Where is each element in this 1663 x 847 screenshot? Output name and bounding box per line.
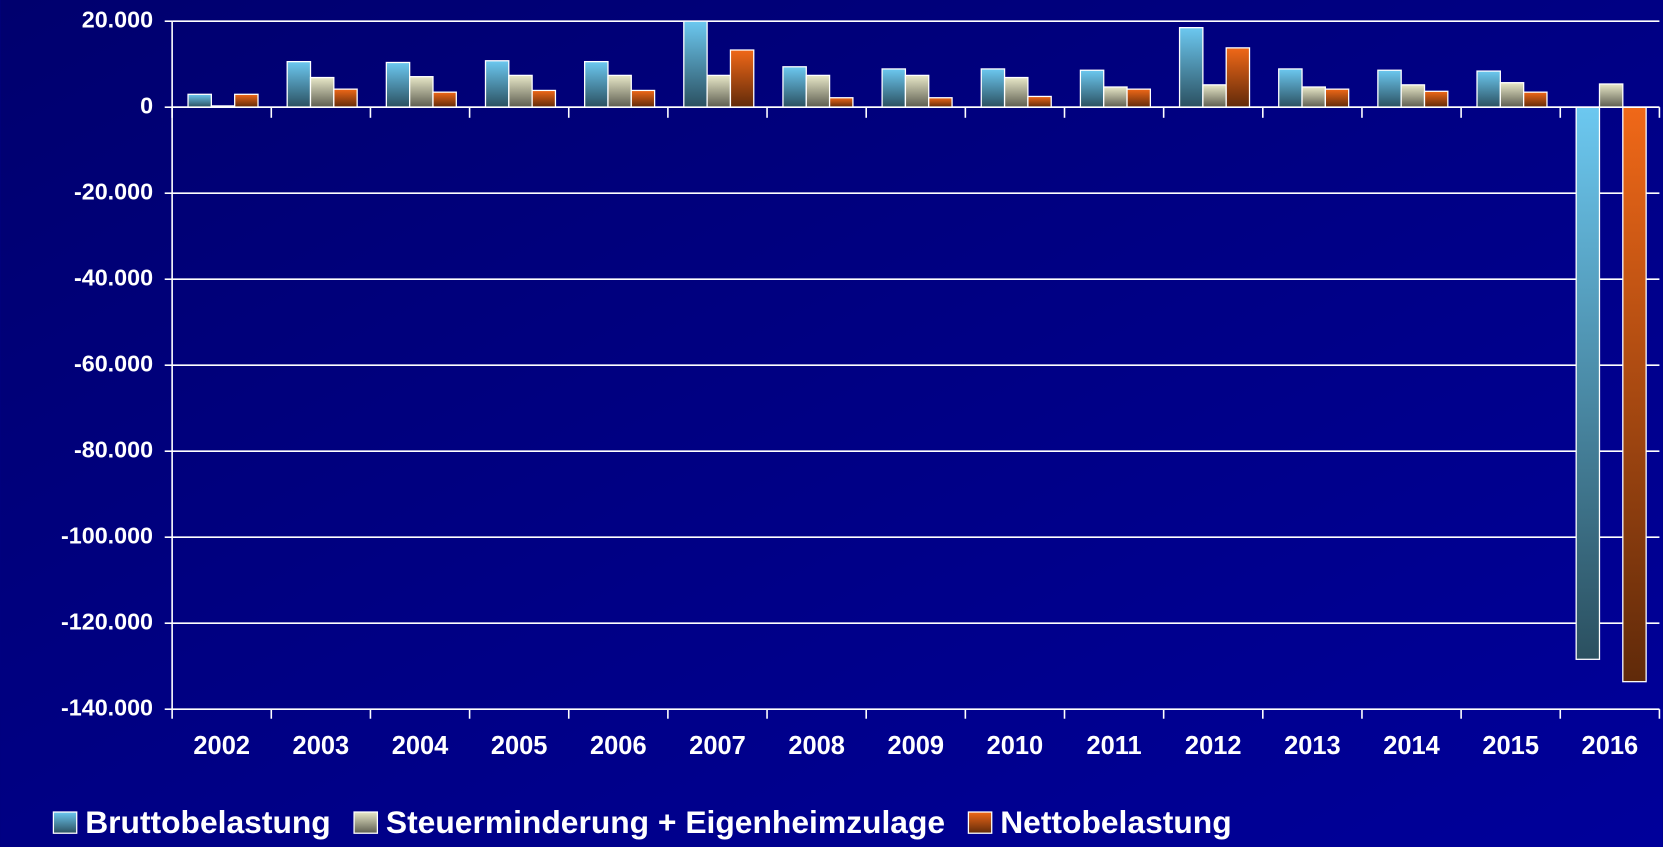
y-tick-label: 20.000 [82,6,153,32]
y-tick-label: -60.000 [74,350,153,376]
bar [1523,91,1548,108]
bar [1202,84,1227,108]
x-tick-label: 2005 [491,732,548,760]
bar [1027,95,1052,108]
bar [1499,82,1525,108]
bar [286,60,312,108]
y-tick-label: 0 [140,92,153,118]
bar [1301,86,1326,108]
bar [683,20,708,108]
bar [484,60,510,108]
bar [584,60,609,108]
y-tick-label: -120.000 [61,608,153,634]
x-tick-label: 2009 [887,732,944,760]
y-tick-label: -140.000 [61,694,153,720]
bar [409,76,434,108]
x-tick-label: 2012 [1185,732,1242,760]
bar [828,97,854,108]
bar [1598,83,1624,108]
bar [1225,47,1251,108]
bar [1324,88,1350,108]
legend-swatch [52,811,78,834]
x-tick-label: 2013 [1284,732,1341,760]
x-tick-label: 2007 [689,732,746,760]
bar [706,74,732,108]
bar [234,93,259,108]
bar [432,91,457,108]
x-tick-label: 2011 [1086,732,1141,760]
x-tick-label: 2003 [293,732,350,760]
bar [881,68,907,108]
bar [1126,88,1152,108]
x-tick-label: 2002 [193,732,250,760]
bar [980,68,1006,108]
bar [729,49,755,108]
y-tick-label: -100.000 [61,522,153,548]
bar [1476,70,1501,108]
legend-label: Bruttobelastung [85,804,331,840]
bar [1278,68,1303,108]
legend: Bruttobelastung Steuerminderung + Eigenhe… [52,804,1232,840]
bar [1377,69,1402,108]
bar [607,74,632,108]
bar [1003,76,1029,108]
bar [782,66,807,108]
bar [630,89,656,108]
bar [1079,69,1105,108]
bar [309,76,335,108]
x-tick-label: 2010 [987,732,1044,760]
legend-label: Steuerminderung + Eigenheimzulage [386,804,945,840]
bar [1423,90,1449,108]
y-tick-label: -80.000 [74,436,153,462]
bar [1178,27,1204,108]
bar [1103,86,1128,108]
bar [531,89,557,108]
bar [385,61,411,108]
x-tick-label: 2004 [392,732,449,760]
x-tick-label: 2014 [1383,732,1440,760]
x-tick-label: 2008 [788,732,845,760]
legend-swatch [967,811,993,834]
x-tick-label: 2016 [1582,732,1639,760]
bar [928,97,953,108]
bar [1400,84,1426,108]
x-tick-label: 2006 [590,732,647,760]
y-tick-label: -40.000 [74,264,153,290]
bar [1622,106,1647,683]
bar [805,74,831,108]
bar [187,93,212,108]
legend-label: Nettobelastung [1000,804,1231,840]
bar [333,88,358,108]
bar [508,74,533,108]
bar [904,74,930,108]
legend-swatch [353,811,379,834]
y-tick-label: -20.000 [74,178,153,204]
bar [1575,106,1601,660]
x-tick-label: 2015 [1482,732,1539,760]
